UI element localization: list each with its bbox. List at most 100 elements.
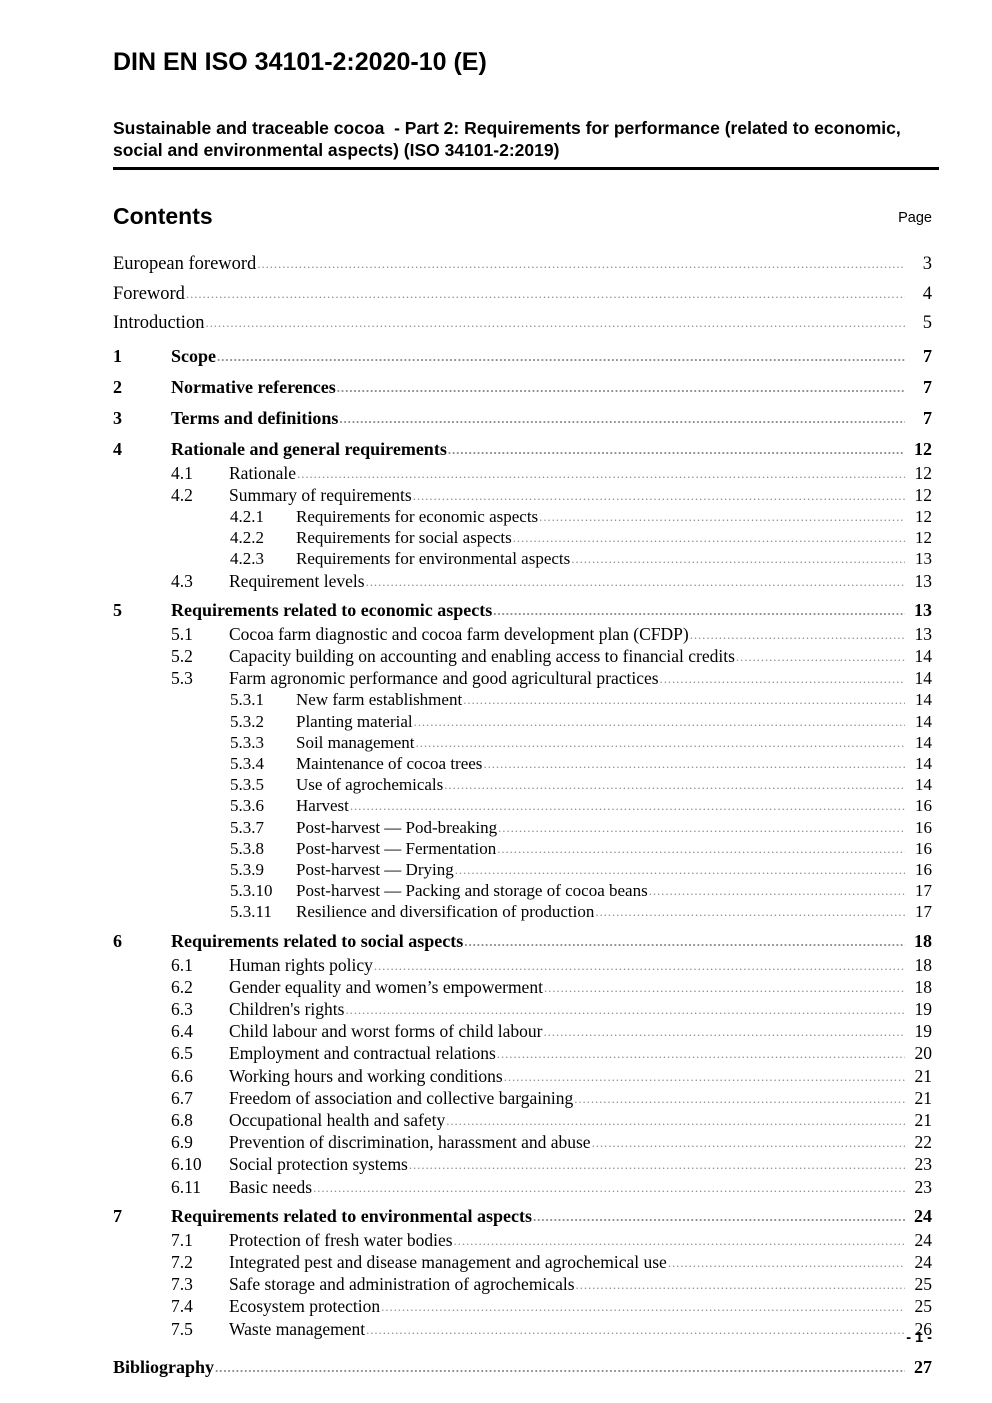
toc-entry-label: Requirements for social aspects: [296, 528, 512, 548]
toc-entry-label: Post-harvest — Pod-breaking: [296, 817, 498, 837]
toc-entry-page-number: 16: [915, 838, 932, 858]
toc-entry[interactable]: 5.3.5 Use of agrochemicals...............…: [113, 775, 932, 796]
toc-leader-dots: ........................................…: [543, 1024, 906, 1040]
toc-leader-dots: ........................................…: [313, 1179, 905, 1195]
toc-entry[interactable]: 6.7 Freedom of association and collective…: [113, 1088, 932, 1110]
toc-leader-dots: ........................................…: [483, 755, 905, 771]
toc-entry[interactable]: European foreword.......................…: [113, 250, 932, 280]
toc-leader-dots: ........................................…: [339, 410, 905, 426]
toc-leader-dots: ........................................…: [464, 933, 905, 949]
toc-entry[interactable]: Introduction............................…: [113, 309, 932, 339]
toc-entry-label: European foreword: [113, 254, 257, 274]
toc-entry-label: Prevention of discrimination, harassment…: [229, 1132, 591, 1153]
toc-entry[interactable]: 7.2 Integrated pest and disease managemen…: [113, 1252, 932, 1274]
toc-leader-dots: ........................................…: [497, 840, 905, 856]
toc-entry[interactable]: 5 Requirements related to economic aspect…: [113, 598, 932, 624]
toc-entry[interactable]: 5.3.11 Resilience and diversification of …: [113, 902, 932, 923]
toc-entry[interactable]: Foreword................................…: [113, 280, 932, 310]
toc-entry-page-number: 21: [914, 1087, 933, 1108]
toc-entry-label: Basic needs: [229, 1176, 313, 1197]
toc-entry-page-number: 23: [914, 1176, 933, 1197]
toc-entry[interactable]: 6.11 Basic needs.........................…: [113, 1177, 932, 1199]
toc-entry[interactable]: 5.1 Cocoa farm diagnostic and cocoa farm …: [113, 624, 932, 646]
toc-entry[interactable]: 6.6 Working hours and working conditions.…: [113, 1066, 932, 1088]
toc-entry-label: Normative references: [171, 376, 336, 397]
toc-leader-dots: ........................................…: [185, 285, 905, 301]
toc-entry-page-number: 14: [915, 690, 932, 710]
toc-entry[interactable]: Bibliography............................…: [113, 1355, 932, 1381]
toc-entry-page-number: 12: [915, 506, 932, 526]
toc-entry[interactable]: 3 Terms and definitions..................…: [113, 406, 932, 432]
toc-entry[interactable]: 4.2 Summary of requirements..............…: [113, 485, 932, 507]
toc-leader-dots: ........................................…: [373, 957, 905, 973]
toc-entry[interactable]: 6.3 Children's rights....................…: [113, 999, 932, 1021]
toc-entry[interactable]: 5.2 Capacity building on accounting and e…: [113, 646, 932, 668]
toc-entry-page-number: 14: [915, 753, 932, 773]
toc-entry[interactable]: 5.3.6 Harvest............................…: [113, 796, 932, 817]
toc-entry[interactable]: 5.3.1 New farm establishment.............…: [113, 690, 932, 711]
toc-entry[interactable]: 4.3 Requirement levels...................…: [113, 571, 932, 593]
page-column-header: Page: [898, 210, 932, 226]
toc-entry[interactable]: 6.5 Employment and contractual relations.…: [113, 1043, 932, 1065]
toc-entry-number: 2: [113, 376, 122, 397]
toc-entry[interactable]: 5.3.8 Post-harvest — Fermentation........…: [113, 839, 932, 860]
toc-entry[interactable]: 7 Requirements related to environmental a…: [113, 1204, 932, 1230]
toc-leader-dots: ........................................…: [412, 487, 905, 503]
toc-entry[interactable]: 6.1 Human rights policy..................…: [113, 955, 932, 977]
toc-entry-number: 5.3.5: [230, 775, 264, 795]
toc-entry-number: 6.2: [171, 976, 193, 997]
toc-entry[interactable]: 7.5 Waste management.....................…: [113, 1319, 932, 1341]
toc-entry[interactable]: 4 Rationale and general requirements.....…: [113, 437, 932, 463]
toc-entry[interactable]: 2 Normative references...................…: [113, 375, 932, 401]
toc-leader-dots: ........................................…: [446, 1112, 905, 1128]
toc-entry[interactable]: 7.1 Protection of fresh water bodies.....…: [113, 1230, 932, 1252]
toc-leader-dots: ........................................…: [575, 1277, 905, 1293]
toc-entry-number: 3: [113, 407, 122, 428]
toc-entry[interactable]: 6.10 Social protection systems...........…: [113, 1154, 932, 1176]
toc-entry-page-number: 14: [915, 775, 932, 795]
toc-entry[interactable]: 5.3.4 Maintenance of cocoa trees.........…: [113, 754, 932, 775]
toc-entry-number: 4: [113, 438, 122, 459]
toc-entry[interactable]: 6 Requirements related to social aspects.…: [113, 929, 932, 955]
toc-entry-number: 5.3.6: [230, 796, 264, 816]
toc-entry-label: Integrated pest and disease management a…: [229, 1252, 667, 1272]
toc-entry[interactable]: 5.3.3 Soil management....................…: [113, 733, 932, 754]
toc-entry[interactable]: 4.2.3 Requirements for environmental aspe…: [113, 549, 932, 570]
toc-entry-page-number: 5: [922, 313, 932, 333]
toc-entry[interactable]: 7.3 Safe storage and administration of ag…: [113, 1274, 932, 1296]
toc-entry-page-number: 17: [915, 902, 932, 922]
toc-entry[interactable]: 6.4 Child labour and worst forms of child…: [113, 1021, 932, 1043]
toc-entry-number: 5: [113, 599, 122, 620]
toc-leader-dots: ........................................…: [205, 315, 905, 330]
toc-leader-dots: ........................................…: [415, 734, 905, 750]
toc-entry-page-number: 22: [914, 1132, 933, 1153]
toc-entry[interactable]: 7.4 Ecosystem protection.................…: [113, 1296, 932, 1318]
toc-entry[interactable]: 4.1 Rationale............................…: [113, 463, 932, 485]
toc-leader-dots: ........................................…: [503, 1068, 905, 1084]
toc-leader-dots: ........................................…: [349, 798, 905, 814]
toc-entry[interactable]: 6.8 Occupational health and safety.......…: [113, 1110, 932, 1132]
toc-entry-label: Bibliography: [113, 1356, 215, 1377]
toc-entry[interactable]: 5.3.9 Post-harvest — Drying..............…: [113, 860, 932, 881]
toc-entry[interactable]: 6.2 Gender equality and women’s empowerme…: [113, 977, 932, 999]
toc-entry-number: 5.2: [171, 645, 193, 666]
toc-entry[interactable]: 5.3.2 Planting material..................…: [113, 712, 932, 733]
toc-entry[interactable]: 4.2.1 Requirements for economic aspects..…: [113, 507, 932, 528]
toc-entry[interactable]: 5.3.10 Post-harvest — Packing and storage…: [113, 881, 932, 902]
toc-entry[interactable]: 5.3.7 Post-harvest — Pod-breaking........…: [113, 818, 932, 839]
toc-entry-page-number: 20: [914, 1043, 933, 1064]
toc-entry-label: Terms and definitions: [171, 407, 339, 428]
toc-entry-page-number: 21: [914, 1065, 933, 1086]
toc-entry-page-number: 18: [914, 930, 932, 951]
toc-entry-page-number: 3: [922, 254, 932, 274]
toc-leader-dots: ........................................…: [454, 861, 905, 877]
toc-entry[interactable]: 4.2.2 Requirements for social aspects....…: [113, 528, 932, 549]
toc-leader-dots: ........................................…: [408, 1157, 905, 1173]
toc-entry-number: 5.3.3: [230, 732, 264, 752]
toc-entry[interactable]: 1 Scope..................................…: [113, 344, 932, 370]
toc-entry[interactable]: 6.9 Prevention of discrimination, harassm…: [113, 1132, 932, 1154]
toc-entry[interactable]: 5.3 Farm agronomic performance and good a…: [113, 668, 932, 690]
toc-entry-number: 4.2.3: [230, 549, 264, 569]
toc-entry-label: New farm establishment: [296, 690, 463, 710]
toc-entry-label: Protection of fresh water bodies: [229, 1229, 453, 1250]
